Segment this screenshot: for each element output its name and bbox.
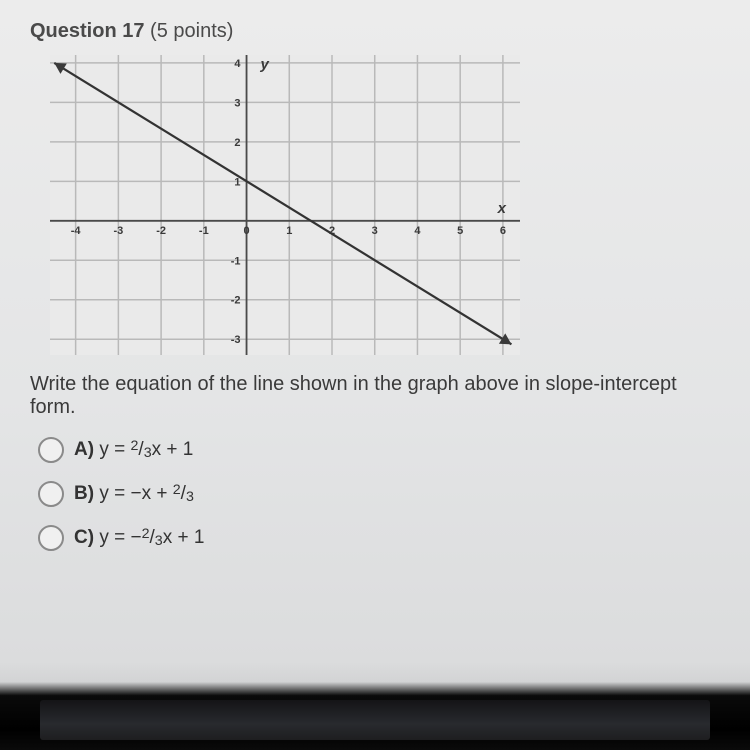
question-points: (5 points) [150,20,233,42]
svg-text:-2: -2 [231,295,241,307]
graph-container: -4-3-2-10123456-3-2-11234yx [50,55,720,355]
device-bezel [0,682,750,750]
svg-text:-4: -4 [71,225,82,237]
radio-icon[interactable] [38,525,64,551]
question-prompt: Write the equation of the line shown in … [30,373,720,419]
radio-icon[interactable] [38,437,64,463]
svg-text:1: 1 [286,225,292,237]
option-label: A) y = 2/3x + 1 [74,438,193,461]
option-b[interactable]: B) y = −x + 2/3 [38,481,720,507]
svg-text:y: y [260,56,270,73]
svg-text:0: 0 [243,225,249,237]
svg-text:-3: -3 [231,334,241,346]
svg-text:5: 5 [457,225,463,237]
option-letter: A) [74,439,99,460]
option-equation: y = −x + 2/3 [99,483,194,504]
option-equation: y = −2/3x + 1 [99,527,204,548]
option-letter: B) [74,483,99,504]
svg-text:-1: -1 [199,225,209,237]
svg-text:3: 3 [234,97,240,109]
svg-text:3: 3 [372,225,378,237]
radio-icon[interactable] [38,481,64,507]
svg-text:-2: -2 [156,225,166,237]
svg-text:-1: -1 [231,255,241,267]
answer-options: A) y = 2/3x + 1 B) y = −x + 2/3 C) y = −2/… [38,437,720,551]
svg-text:x: x [497,200,507,217]
option-c[interactable]: C) y = −2/3x + 1 [38,525,720,551]
svg-text:2: 2 [234,137,240,149]
svg-text:-3: -3 [113,225,123,237]
question-number: Question 17 [30,20,144,42]
bezel-reflection [40,700,710,740]
question-header: Question 17 (5 points) [30,20,720,43]
option-a[interactable]: A) y = 2/3x + 1 [38,437,720,463]
svg-text:4: 4 [414,225,421,237]
svg-text:4: 4 [234,58,241,70]
option-letter: C) [74,527,99,548]
svg-text:6: 6 [500,225,506,237]
line-graph: -4-3-2-10123456-3-2-11234yx [50,55,520,355]
option-label: B) y = −x + 2/3 [74,482,194,505]
option-equation: y = 2/3x + 1 [99,439,193,460]
option-label: C) y = −2/3x + 1 [74,526,204,549]
